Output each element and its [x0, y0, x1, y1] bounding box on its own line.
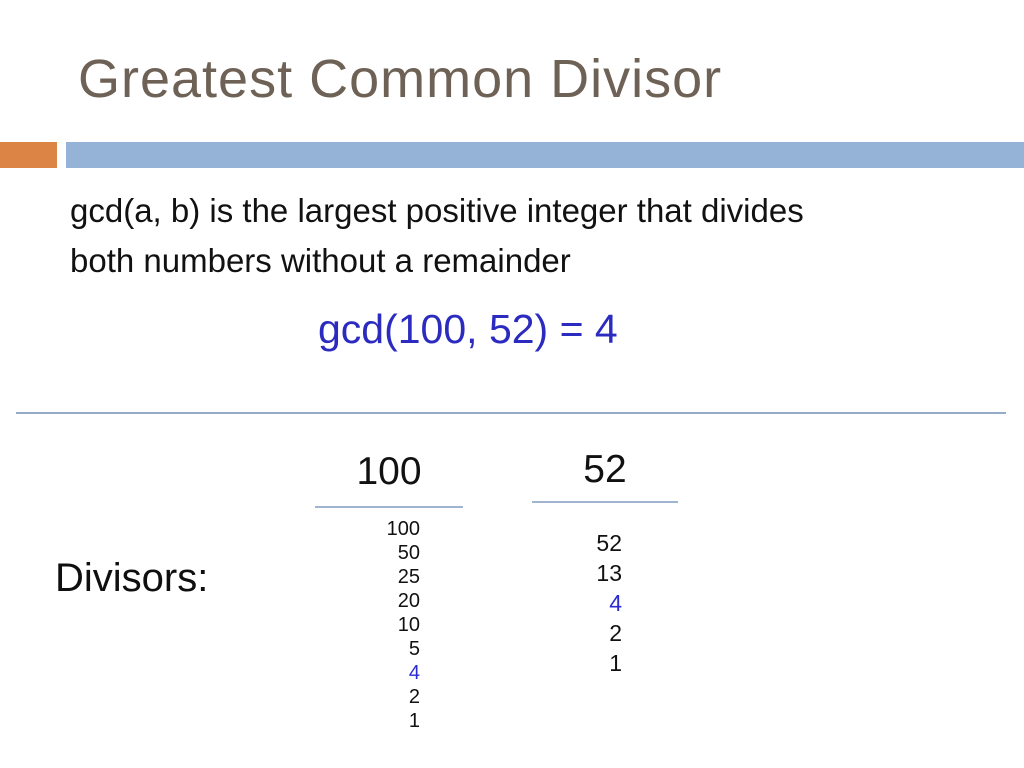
divisor-value: 1 — [609, 650, 622, 676]
divisor-value-highlighted: 4 — [408, 662, 420, 684]
divisor-value: 2 — [408, 686, 420, 708]
gcd-definition-text: gcd(a, b) is the largest positive intege… — [70, 186, 804, 286]
definition-line-2: both numbers without a remainder — [70, 242, 571, 279]
divisor-value: 13 — [596, 560, 622, 586]
definition-line-1: gcd(a, b) is the largest positive intege… — [70, 192, 804, 229]
divisor-value: 2 — [609, 620, 622, 646]
accent-bar-blue — [66, 142, 1024, 168]
slide-title: Greatest Common Divisor — [78, 49, 723, 109]
accent-bar-orange — [0, 142, 57, 168]
divisor-value: 20 — [397, 590, 420, 612]
gcd-example-formula: gcd(100, 52) = 4 — [318, 306, 618, 352]
column-underline-100 — [315, 506, 463, 508]
divisor-value: 50 — [397, 542, 420, 564]
column-header-52: 52 — [583, 448, 627, 491]
divisor-value: 10 — [397, 614, 420, 636]
divisor-list-100: 100 50 25 20 10 5 4 2 1 — [320, 517, 420, 733]
section-divider-line — [16, 412, 1006, 414]
column-underline-52 — [532, 501, 678, 503]
divisor-value: 100 — [386, 518, 420, 540]
divisor-list-52: 52 13 4 2 1 — [512, 528, 622, 678]
divisor-value: 5 — [408, 638, 420, 660]
divisor-value: 52 — [596, 530, 622, 556]
divisor-value-highlighted: 4 — [609, 590, 622, 616]
divisor-value: 25 — [397, 566, 420, 588]
divisors-label: Divisors: — [55, 556, 209, 600]
column-header-100: 100 — [356, 450, 422, 493]
divisor-value: 1 — [408, 710, 420, 732]
